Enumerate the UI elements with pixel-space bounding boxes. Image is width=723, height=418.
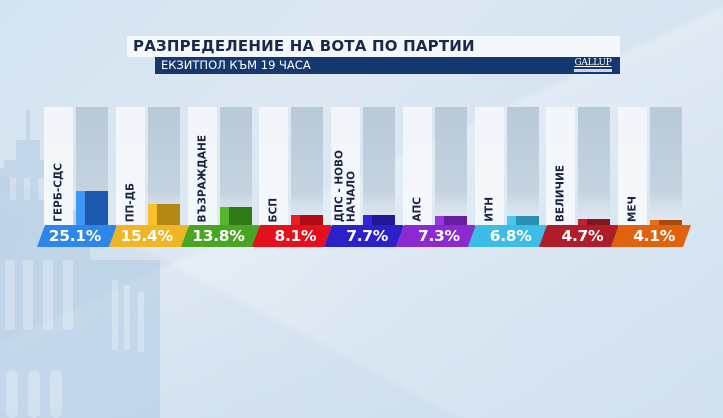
gallup-logo-subtext-bar [574, 69, 612, 72]
bar-shade [85, 191, 108, 226]
bar [291, 215, 324, 226]
bar-highlight [219, 207, 229, 226]
party-name: ПП-ДБ [124, 182, 137, 222]
bar-track [650, 107, 682, 226]
value-label: 7.7% [346, 227, 388, 245]
value-label: 25.1% [48, 227, 102, 245]
chart-title: РАЗПРЕДЕЛЕНИЕ НА ВОТА ПО ПАРТИИ [133, 37, 475, 55]
bar-group: ДПС - НОВО НАЧАЛО 7.7% [320, 107, 405, 249]
party-name-column [618, 107, 647, 226]
party-name-column [331, 107, 360, 226]
party-name-column [115, 107, 145, 226]
bar-track [434, 107, 467, 226]
value-label: 7.3% [417, 227, 460, 245]
bar-highlight [76, 191, 85, 226]
bar-group: АПС 7.3% [392, 107, 476, 249]
value-label: 15.4% [120, 227, 173, 245]
value-label: 8.1% [274, 227, 317, 245]
party-name: ДПС - НОВО НАЧАЛО [333, 149, 358, 222]
bar-highlight [506, 216, 516, 226]
bar-track [219, 107, 252, 226]
party-name-column [402, 107, 432, 226]
bar-track [363, 107, 395, 226]
bar-group: ПП-ДБ 15.4% [105, 107, 189, 249]
bar-track [506, 107, 539, 226]
party-name-column [259, 107, 289, 226]
bar-track [578, 107, 611, 226]
party-name: ИТН [483, 197, 495, 222]
bar-group: МЕЧ 4.1% [607, 107, 692, 249]
bar-shade [372, 215, 395, 226]
bar-shade [515, 216, 539, 226]
party-name-column [474, 107, 504, 226]
chart-subtitle: ЕКЗИТПОЛ КЪМ 19 ЧАСА [161, 58, 311, 72]
bar-group: ГЕРБ-СДС 25.1% [33, 107, 118, 249]
bar-highlight [650, 220, 659, 226]
bar-group: БСП 8.1% [248, 107, 333, 249]
bar-group: ВЪЗРАЖДАНЕ 13.8% [177, 107, 261, 249]
bar [650, 220, 682, 226]
bar [76, 191, 108, 226]
party-name: ГЕРБ-СДС [52, 163, 65, 222]
bar [578, 219, 611, 226]
bar [506, 216, 539, 226]
bar-shade [443, 216, 467, 226]
bar-group: ВЕЛИЧИЕ 4.7% [535, 107, 620, 249]
value-label: 6.8% [489, 227, 532, 245]
bar-highlight [578, 219, 588, 226]
bar [219, 207, 252, 226]
bar-highlight [434, 216, 444, 226]
party-name-column [546, 107, 576, 226]
gallup-logo: GALLUP [572, 58, 614, 73]
bar [147, 204, 180, 226]
party-name: МЕЧ [626, 195, 639, 222]
bar [434, 216, 467, 226]
party-name: АПС [411, 197, 424, 222]
party-name: ВЪЗРАЖДАНЕ [196, 134, 208, 222]
party-name: БСП [267, 197, 280, 223]
bar-shade [228, 207, 252, 226]
bar-shade [300, 215, 324, 226]
value-label: 13.8% [192, 227, 245, 245]
bar-shade [659, 220, 682, 226]
value-label: 4.7% [561, 227, 604, 245]
bar-shade [156, 204, 180, 226]
bar-highlight [291, 215, 301, 226]
party-name-column [187, 107, 217, 226]
bar-highlight [363, 215, 372, 226]
party-name: ВЕЛИЧИЕ [554, 164, 567, 222]
party-name-column [44, 107, 73, 226]
chart-subtitle-box: ЕКЗИТПОЛ КЪМ 19 ЧАСА GALLUP [155, 57, 620, 74]
bar-shade [587, 219, 611, 226]
bar-group: ИТН 6.8% [464, 107, 548, 249]
value-label: 4.1% [633, 227, 675, 245]
bar [363, 215, 395, 226]
gallup-logo-text: GALLUP [574, 58, 612, 68]
bar-highlight [147, 204, 157, 226]
chart-title-box: РАЗПРЕДЕЛЕНИЕ НА ВОТА ПО ПАРТИИ [127, 36, 620, 57]
bar-track [291, 107, 324, 226]
